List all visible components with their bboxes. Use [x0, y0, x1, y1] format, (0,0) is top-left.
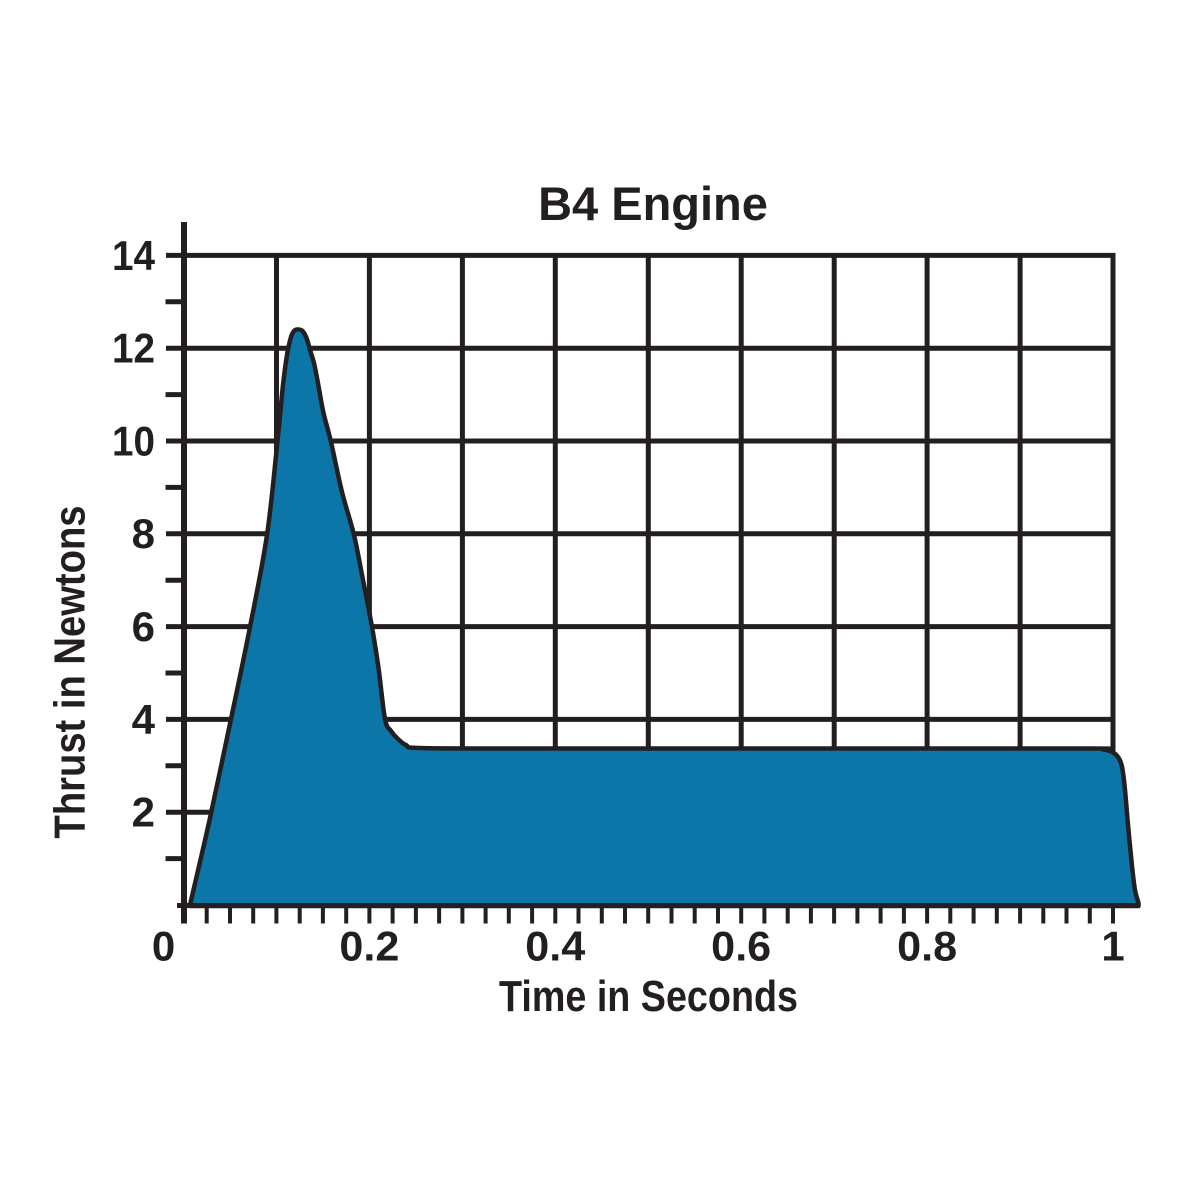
svg-text:0: 0: [152, 923, 175, 970]
svg-text:0.8: 0.8: [897, 923, 957, 970]
svg-text:10: 10: [112, 417, 155, 464]
svg-text:6: 6: [132, 603, 155, 650]
svg-text:0.6: 0.6: [711, 923, 771, 970]
svg-text:12: 12: [112, 325, 155, 372]
svg-text:Time in Seconds: Time in Seconds: [499, 973, 798, 1021]
svg-text:1: 1: [1101, 923, 1124, 970]
svg-text:2: 2: [132, 789, 155, 836]
svg-text:4: 4: [132, 696, 156, 743]
svg-text:8: 8: [132, 510, 155, 557]
svg-text:Thrust in Newtons: Thrust in Newtons: [47, 506, 95, 839]
svg-text:0.2: 0.2: [339, 923, 399, 970]
svg-text:14: 14: [112, 232, 156, 279]
svg-text:B4 Engine: B4 Engine: [538, 177, 768, 230]
svg-text:0.4: 0.4: [525, 923, 586, 970]
